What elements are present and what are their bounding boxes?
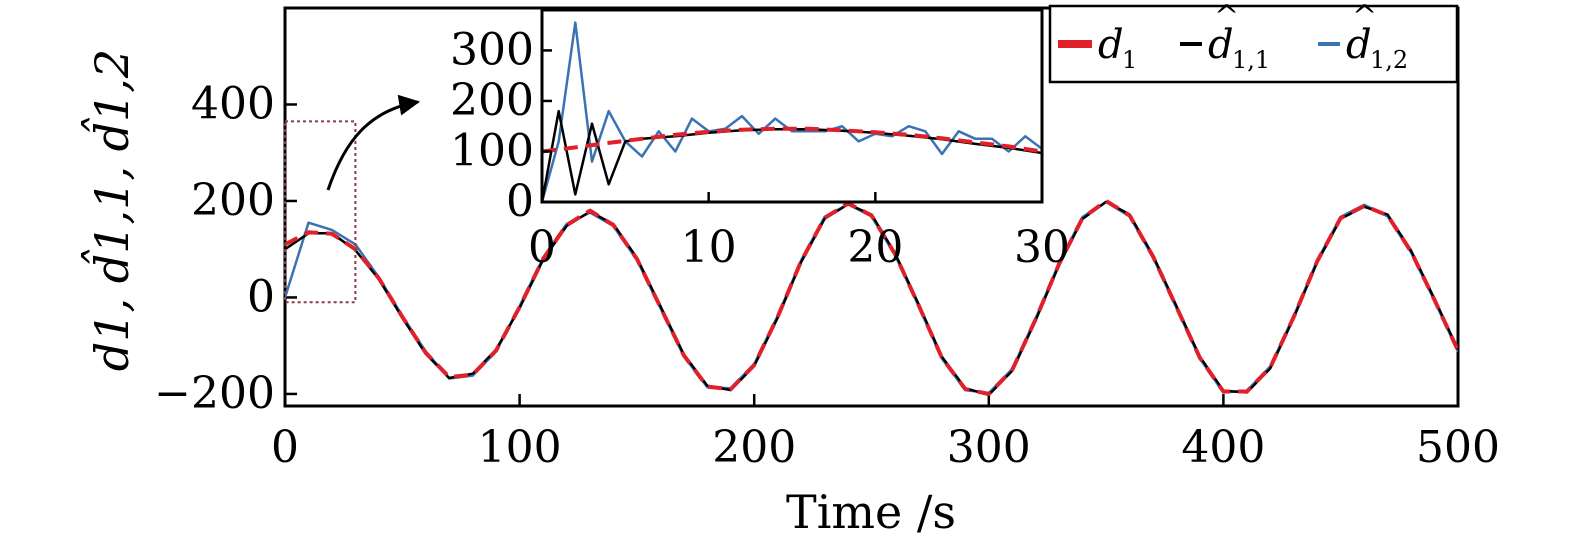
inset-background bbox=[542, 10, 1042, 202]
inset-frame bbox=[540, 8, 1044, 204]
x-tick-label: 100 bbox=[478, 422, 562, 473]
legend-entry-0: d1 bbox=[1058, 22, 1137, 74]
x-tick-label: 400 bbox=[1181, 422, 1265, 473]
main-series-group bbox=[285, 199, 1458, 397]
legend-hat: ^ bbox=[1214, 0, 1239, 34]
y-tick-label: −200 bbox=[154, 368, 275, 419]
legend: d1 d1,1^d1,2^ bbox=[1048, 0, 1459, 84]
legend-hat: ^ bbox=[1352, 0, 1377, 34]
y-tick-label: 0 bbox=[247, 271, 275, 322]
x-tick-label: 10 bbox=[681, 222, 737, 273]
y-tick-label: 300 bbox=[450, 24, 534, 75]
x-tick-label: 300 bbox=[947, 422, 1031, 473]
legend-label: d bbox=[1208, 22, 1234, 68]
legend-label: d bbox=[1098, 22, 1124, 68]
x-tick-label: 30 bbox=[1014, 222, 1070, 273]
x-tick-label: 0 bbox=[271, 422, 299, 473]
y-tick-label: 200 bbox=[191, 175, 275, 226]
x-axis-title: Time /s bbox=[786, 485, 956, 539]
series-line-d1 bbox=[285, 199, 1458, 396]
legend-entry-1: d1,1 ^ bbox=[1180, 0, 1270, 74]
x-tick-label: 0 bbox=[528, 222, 556, 273]
y-tick-label: 200 bbox=[450, 75, 534, 126]
legend-label-subscript: 1,1 bbox=[1232, 46, 1270, 74]
legend-label: d bbox=[1346, 22, 1372, 68]
x-tick-label: 500 bbox=[1416, 422, 1500, 473]
legend-entry-2: d1,2 ^ bbox=[1318, 0, 1408, 74]
y-tick-label: 100 bbox=[450, 125, 534, 176]
y-tick-label: 400 bbox=[191, 78, 275, 129]
x-tick-label: 200 bbox=[712, 422, 796, 473]
inset-series-group bbox=[542, 21, 1042, 202]
series-line-d1 bbox=[542, 126, 1042, 154]
zoom-arrow bbox=[326, 94, 421, 191]
x-tick-label: 20 bbox=[847, 222, 903, 273]
y-tick-label: 0 bbox=[506, 176, 534, 227]
y-axis-title: d1, d̂1,1, d̂1,2 bbox=[80, 49, 139, 371]
legend-label-subscript: 1 bbox=[1122, 46, 1137, 74]
legend-label-subscript: 1,2 bbox=[1370, 46, 1408, 74]
zoom-region-box bbox=[284, 120, 357, 304]
legend-box bbox=[1048, 4, 1459, 84]
y-axis-title-text: d1, d̂1,1, d̂1,2 bbox=[80, 49, 139, 371]
